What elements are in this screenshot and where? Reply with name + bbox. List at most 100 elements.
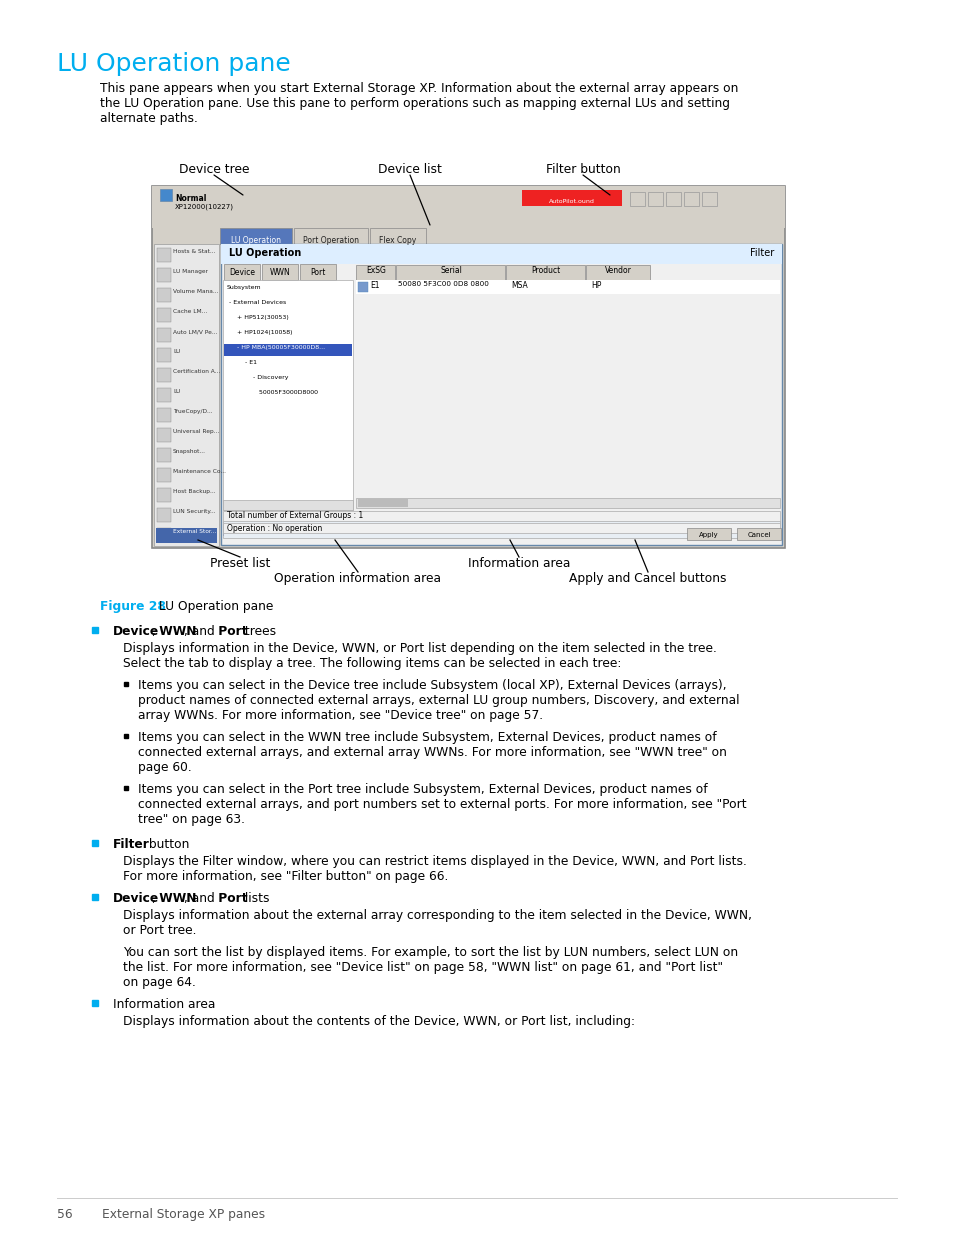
Text: LU: LU — [172, 350, 180, 354]
Text: Apply: Apply — [699, 532, 718, 538]
FancyBboxPatch shape — [585, 266, 649, 280]
Text: 50080 5F3C00 0D8 0800: 50080 5F3C00 0D8 0800 — [397, 282, 488, 287]
FancyBboxPatch shape — [157, 329, 171, 342]
FancyBboxPatch shape — [157, 348, 171, 362]
Text: Preset list: Preset list — [210, 557, 270, 571]
Text: Device list: Device list — [377, 163, 441, 177]
Text: Items you can select in the Device tree include Subsystem (local XP), External D: Items you can select in the Device tree … — [138, 679, 739, 722]
Text: External Storage XP panes: External Storage XP panes — [102, 1208, 265, 1221]
FancyBboxPatch shape — [355, 280, 780, 294]
Text: Information area: Information area — [112, 998, 215, 1011]
Text: Filter button: Filter button — [545, 163, 619, 177]
Text: ExSG: ExSG — [366, 266, 386, 275]
FancyBboxPatch shape — [665, 191, 680, 206]
Text: Serial: Serial — [439, 266, 461, 275]
Text: Device: Device — [112, 625, 159, 638]
FancyBboxPatch shape — [505, 266, 584, 280]
Text: MSA: MSA — [511, 282, 527, 290]
FancyBboxPatch shape — [157, 468, 171, 482]
Text: TrueCopy/D...: TrueCopy/D... — [172, 409, 213, 414]
Text: Information area: Information area — [467, 557, 570, 571]
Text: Device: Device — [112, 892, 159, 905]
FancyBboxPatch shape — [157, 408, 171, 422]
Text: Hosts & Stat...: Hosts & Stat... — [172, 249, 215, 254]
FancyBboxPatch shape — [262, 264, 297, 280]
FancyBboxPatch shape — [157, 448, 171, 462]
FancyBboxPatch shape — [370, 228, 426, 245]
Text: XP12000(10227): XP12000(10227) — [174, 204, 233, 210]
Text: WWN: WWN — [270, 268, 290, 277]
FancyBboxPatch shape — [737, 529, 781, 540]
FancyBboxPatch shape — [157, 488, 171, 501]
FancyBboxPatch shape — [157, 308, 171, 322]
FancyBboxPatch shape — [152, 186, 784, 228]
Text: - E1: - E1 — [236, 359, 256, 366]
FancyBboxPatch shape — [299, 264, 335, 280]
Text: Operation : No operation: Operation : No operation — [227, 524, 322, 534]
FancyBboxPatch shape — [153, 245, 219, 546]
Text: Filter: Filter — [112, 839, 150, 851]
Text: Cancel: Cancel — [746, 532, 770, 538]
Text: Maintenance Co...: Maintenance Co... — [172, 469, 226, 474]
FancyBboxPatch shape — [686, 529, 730, 540]
FancyBboxPatch shape — [221, 245, 781, 545]
FancyBboxPatch shape — [224, 345, 352, 356]
Text: Port: Port — [213, 625, 247, 638]
Text: Auto LM/V Pe...: Auto LM/V Pe... — [172, 329, 217, 333]
FancyBboxPatch shape — [223, 511, 780, 522]
FancyBboxPatch shape — [157, 268, 171, 282]
Text: This pane appears when you start External Storage XP. Information about the exte: This pane appears when you start Externa… — [100, 82, 738, 125]
Text: lists: lists — [241, 892, 269, 905]
Text: You can sort the list by displayed items. For example, to sort the list by LUN n: You can sort the list by displayed items… — [123, 946, 738, 989]
Text: LU: LU — [172, 389, 180, 394]
Text: Flex Copy: Flex Copy — [379, 236, 416, 245]
Text: LU Manager: LU Manager — [172, 269, 208, 274]
Text: Items you can select in the Port tree include Subsystem, External Devices, produ: Items you can select in the Port tree in… — [138, 783, 746, 826]
Text: Universal Rep...: Universal Rep... — [172, 429, 219, 433]
Text: Normal: Normal — [174, 194, 206, 203]
Text: Displays the Filter window, where you can restrict items displayed in the Device: Displays the Filter window, where you ca… — [123, 855, 746, 883]
FancyBboxPatch shape — [157, 248, 171, 262]
FancyBboxPatch shape — [156, 529, 216, 543]
FancyBboxPatch shape — [157, 529, 171, 542]
Text: Port: Port — [213, 892, 247, 905]
FancyBboxPatch shape — [220, 228, 292, 245]
Text: Items you can select in the WWN tree include Subsystem, External Devices, produc: Items you can select in the WWN tree inc… — [138, 731, 726, 774]
FancyBboxPatch shape — [223, 521, 780, 538]
FancyBboxPatch shape — [223, 524, 780, 536]
FancyBboxPatch shape — [160, 189, 172, 201]
Text: Displays information about the external array corresponding to the item selected: Displays information about the external … — [123, 909, 751, 937]
Text: , and: , and — [184, 892, 214, 905]
Text: - HP MBA(50005F30000D8...: - HP MBA(50005F30000D8... — [233, 345, 325, 350]
Text: Product: Product — [531, 266, 560, 275]
FancyBboxPatch shape — [294, 228, 368, 245]
FancyBboxPatch shape — [355, 266, 395, 280]
FancyBboxPatch shape — [357, 282, 368, 291]
Text: Port: Port — [310, 268, 325, 277]
Text: Snapshot...: Snapshot... — [172, 450, 206, 454]
Text: External Stor...: External Stor... — [172, 529, 216, 534]
FancyBboxPatch shape — [157, 288, 171, 303]
FancyBboxPatch shape — [157, 368, 171, 382]
Text: - Discovery: - Discovery — [241, 375, 288, 380]
Text: E1: E1 — [370, 282, 379, 290]
FancyBboxPatch shape — [157, 508, 171, 522]
FancyBboxPatch shape — [224, 264, 260, 280]
FancyBboxPatch shape — [223, 280, 353, 510]
Text: Figure 28: Figure 28 — [100, 600, 166, 613]
Text: WWN: WWN — [154, 625, 196, 638]
Text: 50005F3000D8000: 50005F3000D8000 — [243, 390, 317, 395]
FancyBboxPatch shape — [157, 429, 171, 442]
Text: Port Operation: Port Operation — [303, 236, 358, 245]
FancyBboxPatch shape — [521, 190, 621, 206]
Text: LU Operation pane: LU Operation pane — [57, 52, 291, 77]
Text: Apply and Cancel buttons: Apply and Cancel buttons — [569, 572, 726, 585]
Text: ,: , — [151, 625, 154, 638]
FancyBboxPatch shape — [355, 498, 780, 508]
Text: + HP1024(10058): + HP1024(10058) — [233, 330, 293, 335]
Text: Volume Mana...: Volume Mana... — [172, 289, 218, 294]
FancyBboxPatch shape — [647, 191, 662, 206]
Text: , and: , and — [184, 625, 214, 638]
Text: Host Backup...: Host Backup... — [172, 489, 215, 494]
Text: Subsystem: Subsystem — [227, 285, 261, 290]
